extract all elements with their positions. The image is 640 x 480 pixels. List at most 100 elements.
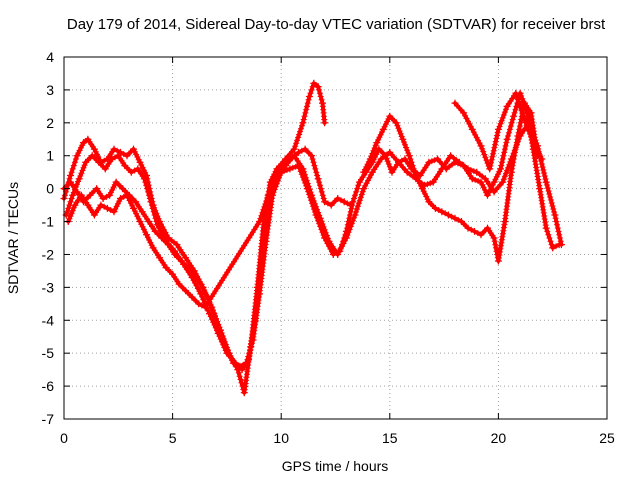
series-plus-markers: [61, 80, 328, 396]
data-point: [536, 185, 544, 193]
data-point: [123, 152, 131, 160]
data-point: [477, 178, 485, 186]
data-point: [375, 145, 383, 153]
data-point: [538, 155, 546, 163]
data-point: [425, 158, 433, 166]
data-point: [349, 198, 357, 206]
data-point: [110, 145, 118, 153]
data-point: [84, 135, 92, 143]
y-tick-label: -5: [42, 345, 55, 361]
y-tick-label: -6: [42, 378, 55, 394]
data-point: [145, 218, 153, 225]
x-tick-label: 10: [273, 430, 289, 446]
data-point: [355, 178, 363, 186]
data-point: [121, 162, 129, 170]
data-point: [299, 165, 307, 173]
data-point: [521, 99, 528, 107]
y-axis-label: SDTVAR / TECUs: [5, 182, 21, 294]
data-point: [434, 155, 442, 163]
data-point: [299, 119, 307, 127]
data-point: [455, 158, 463, 166]
data-point: [143, 231, 150, 239]
data-point: [158, 234, 166, 242]
data-point: [418, 185, 426, 193]
data-point: [132, 198, 140, 206]
data-point: [412, 172, 420, 179]
data-point: [117, 195, 124, 202]
data-point: [401, 155, 409, 163]
data-point: [108, 155, 116, 163]
data-point: [395, 158, 402, 166]
y-tick-label: 4: [46, 49, 54, 65]
data-point: [494, 125, 502, 133]
data-point: [507, 168, 515, 176]
series-trace: [62, 81, 327, 395]
data-point: [195, 300, 203, 308]
y-tick-label: 2: [46, 115, 54, 131]
x-tick-label: 5: [169, 430, 177, 446]
data-point: [392, 119, 400, 127]
data-point: [249, 336, 257, 344]
data-point: [103, 204, 111, 212]
y-tick-label: 3: [46, 82, 54, 98]
data-point: [464, 224, 472, 232]
data-point: [327, 201, 335, 209]
data-point: [256, 218, 263, 225]
data-point: [321, 119, 329, 127]
data-point: [229, 359, 237, 367]
data-point: [90, 211, 98, 219]
data-point: [99, 195, 107, 202]
data-point: [282, 162, 289, 170]
data-point: [542, 224, 550, 232]
data-point: [494, 257, 502, 265]
data-point: [510, 112, 518, 120]
data-point: [334, 195, 342, 202]
series-plus-markers: [452, 90, 544, 172]
data-point: [169, 270, 177, 278]
data-point: [97, 201, 105, 209]
data-point: [481, 175, 489, 183]
series-track-a: [60, 79, 329, 397]
data-point: [82, 158, 90, 166]
data-point: [110, 208, 118, 216]
data-point: [86, 191, 94, 199]
data-point: [425, 198, 433, 206]
data-point: [273, 172, 281, 179]
data-point: [242, 359, 250, 367]
data-point: [164, 241, 172, 249]
data-point: [444, 211, 452, 219]
data-point: [499, 178, 507, 186]
data-point: [484, 224, 491, 232]
data-point: [368, 168, 376, 176]
data-point: [388, 168, 396, 176]
series-track-f: [451, 89, 546, 173]
x-tick-label: 25: [599, 430, 615, 446]
data-point: [73, 188, 81, 196]
data-point: [360, 185, 368, 193]
data-point: [114, 152, 122, 160]
x-axis-label: GPS time / hours: [282, 458, 389, 474]
data-point: [551, 211, 559, 219]
data-point: [69, 191, 77, 199]
series-track-b: [62, 145, 355, 374]
x-tick-label: 0: [60, 430, 68, 446]
data-point: [223, 346, 231, 354]
data-point: [477, 142, 485, 150]
data-point: [290, 145, 298, 153]
data-point: [366, 155, 374, 163]
data-point: [210, 310, 218, 318]
data-point: [188, 293, 196, 301]
series-track-d: [64, 119, 565, 311]
data-point: [71, 201, 79, 209]
chart-title: Day 179 of 2014, Sidereal Day-to-day VTE…: [67, 16, 606, 33]
data-point: [486, 165, 494, 173]
data-point: [549, 244, 557, 252]
x-tick-label: 15: [382, 430, 398, 446]
data-point: [136, 158, 144, 166]
data-point: [156, 254, 164, 262]
data-point: [403, 168, 411, 176]
data-point: [262, 237, 270, 245]
data-point: [557, 241, 565, 249]
data-point: [490, 178, 498, 186]
y-tick-label: -4: [42, 312, 55, 328]
